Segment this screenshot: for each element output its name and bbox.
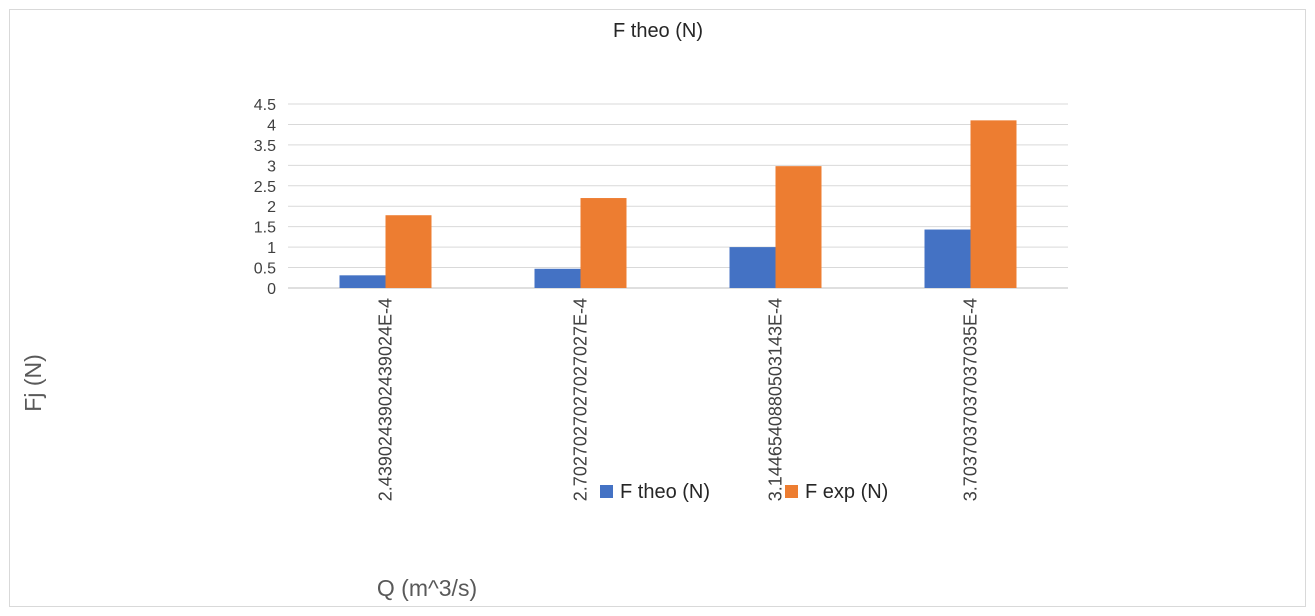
y-tick-label: 1.5 [254, 220, 276, 237]
bar-f-exp-4 [970, 120, 1017, 288]
y-tick-label: 2.5 [254, 179, 276, 196]
legend-swatch-f-theo [600, 485, 613, 498]
chart-title: F theo (N) [613, 20, 703, 42]
bar-f-theo-1 [339, 275, 386, 288]
x-category-label: 2.4390243902439024E-4 [376, 298, 396, 501]
x-category-label: 2.7027027027027027E-4 [571, 298, 591, 501]
y-tick-label: 0 [267, 281, 276, 298]
legend-label-f-theo: F theo (N) [620, 481, 710, 503]
x-axis-title: Q (m^3/s) [377, 575, 477, 601]
bar-f-theo-3 [729, 247, 776, 288]
y-tick-label: 3 [267, 158, 276, 175]
bar-f-theo-2 [534, 268, 581, 288]
bars [339, 120, 1017, 288]
x-category-label: 3.7037037037037035E-4 [961, 298, 981, 501]
legend-label-f-exp: F exp (N) [805, 481, 888, 503]
legend: F theo (N) F exp (N) [600, 481, 888, 503]
bar-f-exp-3 [775, 166, 822, 288]
y-tick-label: 2 [267, 199, 276, 216]
legend-swatch-f-exp [785, 485, 798, 498]
bar-f-exp-2 [580, 198, 627, 288]
y-tick-label: 0.5 [254, 261, 276, 278]
y-tick-label: 3.5 [254, 138, 276, 155]
y-tick-label: 4.5 [254, 97, 276, 114]
x-category-label: 3.1446540880503143E-4 [766, 298, 786, 501]
y-tick-label: 4 [267, 117, 276, 134]
bar-f-theo-4 [924, 229, 971, 288]
chart-frame [9, 9, 1306, 607]
y-axis-title: Fj (N) [20, 354, 46, 411]
bar-f-exp-1 [385, 215, 432, 288]
y-tick-label: 1 [267, 240, 276, 257]
y-axis-ticks: 0 0.5 1 1.5 2 2.5 3 3.5 4 4.5 [254, 97, 276, 298]
x-axis-categories: 2.4390243902439024E-4 2.7027027027027027E… [376, 298, 981, 501]
